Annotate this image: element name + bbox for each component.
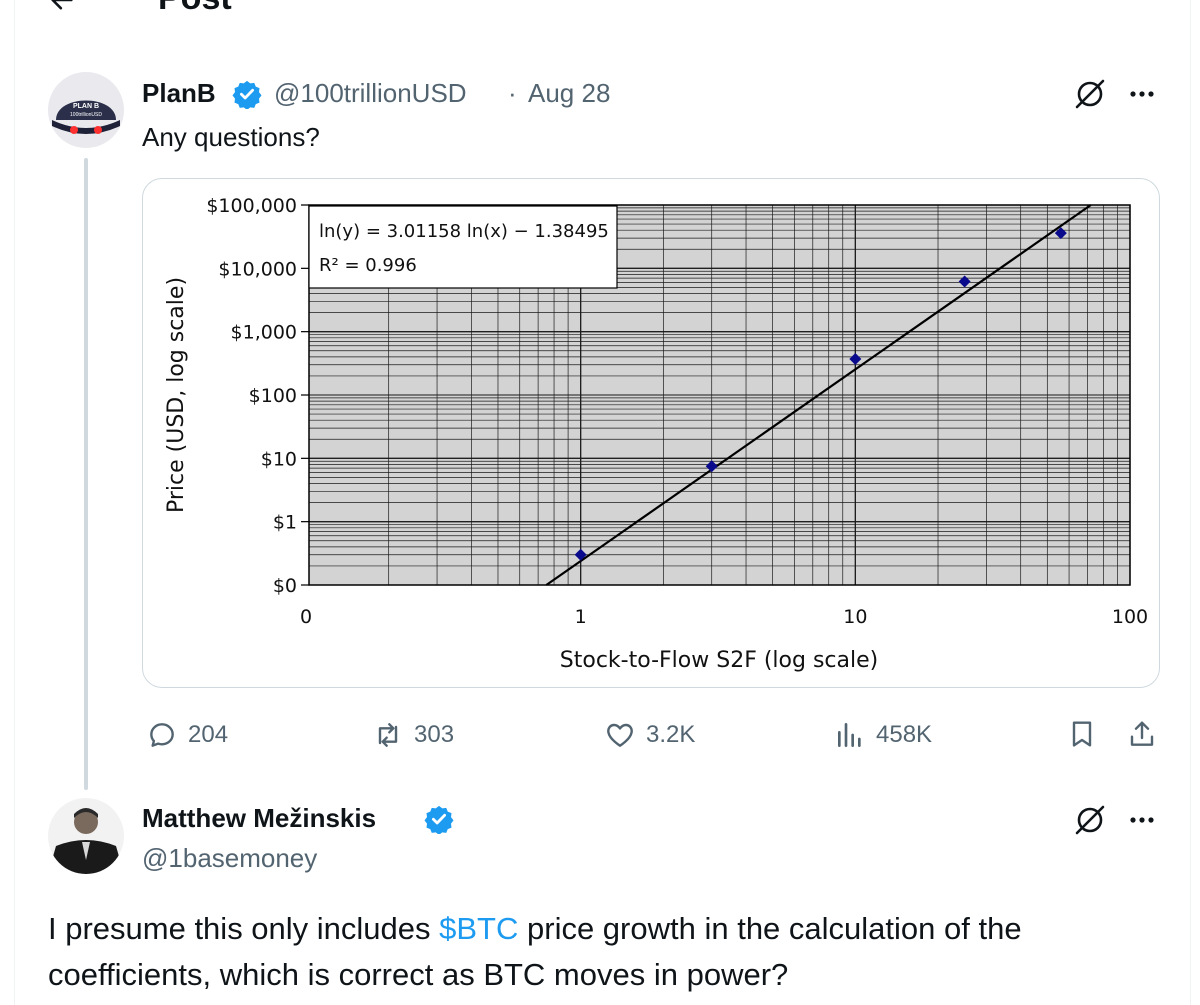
reply-grok-icon[interactable] <box>1072 802 1108 838</box>
matthew-avatar[interactable] <box>48 798 124 874</box>
avatar-logo-subtext: 100trillionUSD <box>70 112 102 118</box>
column-right-border <box>1190 0 1191 1005</box>
repost-icon <box>378 723 398 747</box>
avatar-logo-text: PLAN B <box>73 103 99 110</box>
reply-button[interactable]: 204 <box>146 716 228 754</box>
reply-author-handle[interactable]: @1basemoney <box>142 843 318 873</box>
share-icon[interactable] <box>1126 718 1158 750</box>
y-tick-label: $10 <box>261 448 297 470</box>
like-button[interactable]: 3.2K <box>604 716 695 754</box>
y-tick-label: $100 <box>249 385 297 407</box>
y-tick-label: $0 <box>273 575 297 597</box>
verified-badge-icon <box>232 80 262 109</box>
x-axis-title: Stock-to-Flow S2F (log scale) <box>560 648 878 673</box>
data-point <box>849 353 862 366</box>
repost-count: 303 <box>414 721 455 748</box>
chart-ticks: $0 $1 $10 $100 $1,000 $10,000 $100,000 0 1 10 100 <box>206 195 1148 628</box>
thread-connector-line <box>84 158 88 790</box>
grok-icon[interactable] <box>1072 76 1108 112</box>
reply-count: 204 <box>188 721 229 748</box>
regression-equation: ln(y) = 3.01158 ln(x) − 1.38495 <box>319 221 609 242</box>
data-point <box>1054 227 1067 240</box>
x-tick-label: 10 <box>843 606 867 628</box>
y-tick-label: $1,000 <box>231 322 297 344</box>
chart-fit <box>545 204 1092 586</box>
column-left-border <box>14 0 15 1005</box>
heart-icon <box>607 723 633 747</box>
page-title: Post <box>158 0 232 18</box>
post-date[interactable]: Aug 28 <box>528 78 611 108</box>
x-tick-label: 100 <box>1112 606 1148 628</box>
btc-cashtag-link[interactable]: $BTC <box>439 911 519 946</box>
reply-text-end: price growth in the calculation of the c… <box>48 911 1022 992</box>
data-point <box>705 460 718 473</box>
reply-more-options-icon[interactable] <box>1124 802 1160 838</box>
data-point <box>574 548 587 561</box>
equation-box <box>308 205 618 289</box>
reply-icon <box>150 723 174 747</box>
planb-avatar[interactable]: PLAN B 100trillionUSD <box>48 72 124 148</box>
post-text: Any questions? <box>142 122 320 152</box>
author-handle[interactable]: @100trillionUSD <box>274 78 467 108</box>
x-tick-label: 0 <box>300 606 312 628</box>
reply-author-name[interactable]: Matthew Mežinskis <box>142 803 377 833</box>
y-tick-label: $10,000 <box>218 258 297 280</box>
r-squared-label: R² = 0.996 <box>319 255 417 276</box>
reply-text: I presume this only includes $BTC price … <box>48 906 1178 998</box>
y-axis-title: Price (USD, log scale) <box>164 277 189 513</box>
back-arrow-icon[interactable] <box>48 0 76 14</box>
x-tick-label: 1 <box>575 606 587 628</box>
more-options-icon[interactable] <box>1124 76 1160 112</box>
chart-points <box>574 227 1067 561</box>
meta-separator: · <box>508 78 517 108</box>
bookmark-icon[interactable] <box>1066 718 1098 750</box>
chart-image-card[interactable]: $0 $1 $10 $100 $1,000 $10,000 $100,000 0 1 10 100 … <box>142 178 1160 688</box>
author-name[interactable]: PlanB <box>142 78 216 108</box>
y-tick-label: $100,000 <box>206 195 297 217</box>
views-count: 458K <box>876 721 933 748</box>
reply-text-start: I presume this only includes <box>48 911 440 946</box>
data-point <box>958 275 971 288</box>
views-chart-icon <box>838 723 861 747</box>
regression-line <box>545 204 1092 586</box>
reply-verified-badge-icon <box>424 805 454 834</box>
y-tick-label: $1 <box>273 512 297 534</box>
repost-button[interactable]: 303 <box>372 716 454 754</box>
like-count: 3.2K <box>646 721 696 748</box>
views-button[interactable]: 458K <box>834 716 932 754</box>
